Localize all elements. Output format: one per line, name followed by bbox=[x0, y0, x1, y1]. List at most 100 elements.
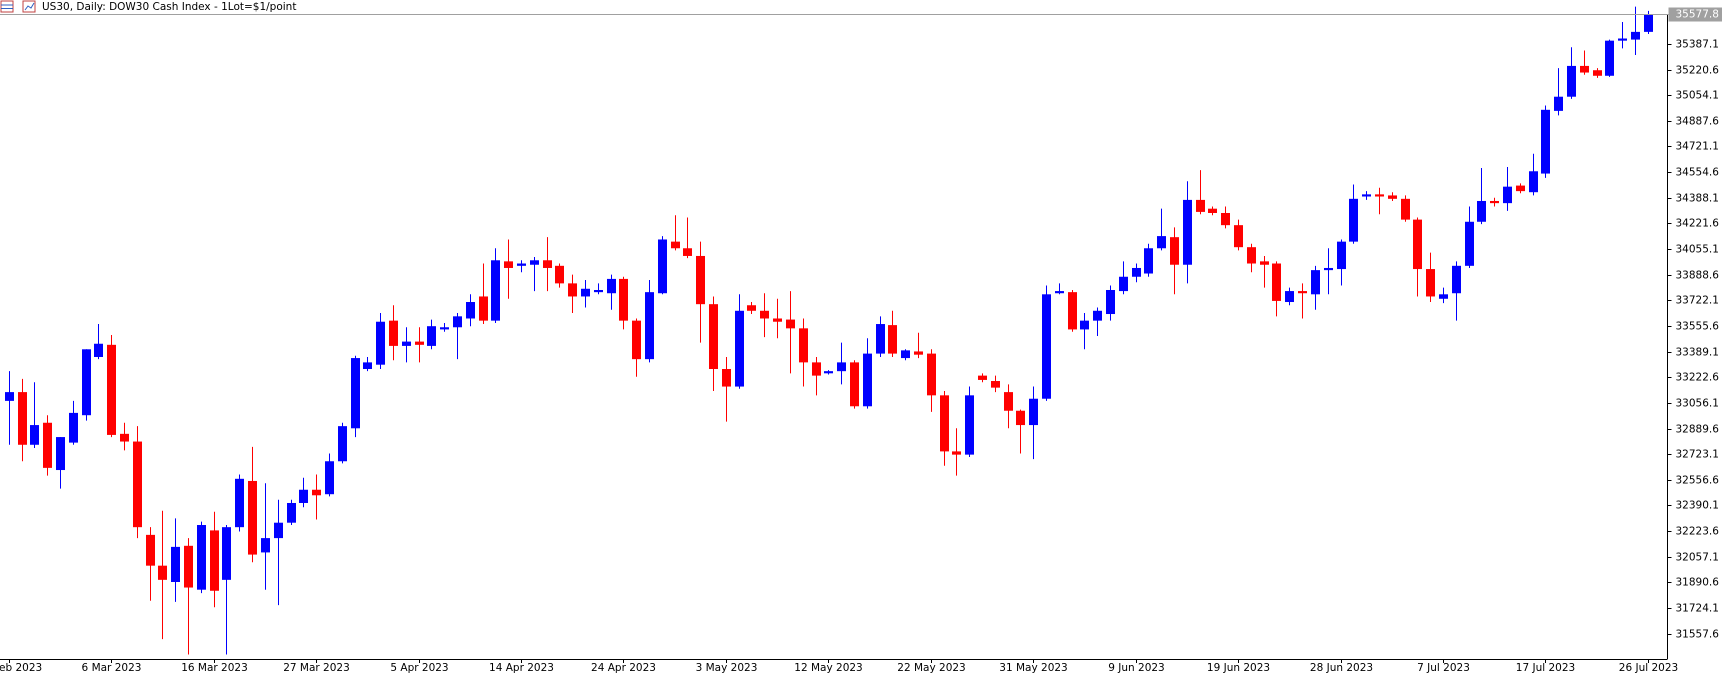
candle-body bbox=[1119, 276, 1128, 292]
candle-body bbox=[415, 341, 424, 345]
x-tick-label: 6 Mar 2023 bbox=[82, 662, 142, 674]
y-tick-label: 32057.1 bbox=[1676, 552, 1719, 564]
candle-body bbox=[1208, 208, 1217, 213]
candle-body bbox=[69, 412, 78, 443]
y-tick-label: 35054.1 bbox=[1676, 90, 1719, 102]
candle-body bbox=[1516, 185, 1525, 192]
candle-body bbox=[1260, 261, 1269, 265]
candle-body bbox=[786, 319, 795, 329]
candle-body bbox=[5, 392, 14, 401]
candle-body bbox=[222, 527, 231, 580]
candle-body bbox=[824, 371, 833, 374]
candle-body bbox=[952, 451, 961, 455]
x-tick-label: 3 May 2023 bbox=[696, 662, 758, 674]
candle-body bbox=[248, 480, 257, 555]
candle-body bbox=[1093, 310, 1102, 321]
header-icons bbox=[0, 0, 36, 13]
candle-body bbox=[799, 328, 808, 363]
candle-body bbox=[568, 283, 577, 297]
candle-body bbox=[1144, 248, 1153, 274]
candle-body bbox=[1503, 186, 1512, 204]
candle-body bbox=[517, 263, 526, 266]
y-tick-label: 34055.1 bbox=[1676, 244, 1719, 256]
y-tick-label: 35220.6 bbox=[1676, 65, 1720, 77]
icon-table bbox=[0, 0, 14, 13]
y-tick-label: 34221.6 bbox=[1676, 218, 1720, 230]
candle-body bbox=[338, 426, 347, 462]
candle-body bbox=[504, 261, 513, 268]
candle-body bbox=[94, 343, 103, 357]
x-tick-label: 9 Jun 2023 bbox=[1108, 662, 1164, 674]
candle-body bbox=[299, 489, 308, 503]
candle-body bbox=[453, 316, 462, 328]
y-tick-label: 33555.6 bbox=[1676, 321, 1720, 333]
candle-body bbox=[30, 425, 39, 445]
icon-chart-line bbox=[24, 2, 35, 11]
candle-body bbox=[1477, 200, 1486, 222]
candle-body bbox=[991, 381, 1000, 388]
candle-body bbox=[325, 461, 334, 495]
candle-body bbox=[1426, 269, 1435, 297]
candle-body bbox=[863, 353, 872, 407]
candle-body bbox=[927, 353, 936, 396]
candle-body bbox=[158, 565, 167, 580]
candle-body bbox=[363, 362, 372, 370]
y-tick-label: 32223.6 bbox=[1676, 526, 1720, 538]
x-tick-label: 24 Apr 2023 bbox=[591, 662, 656, 674]
candle-body bbox=[837, 362, 846, 372]
candle-body bbox=[1183, 199, 1192, 265]
candle-body bbox=[1465, 221, 1474, 266]
candle-body bbox=[812, 362, 821, 376]
candle-body bbox=[735, 310, 744, 387]
candle-body bbox=[18, 392, 27, 445]
x-tick-label: 7 Jul 2023 bbox=[1417, 662, 1470, 674]
candle-body bbox=[709, 304, 718, 370]
candle-body bbox=[274, 522, 283, 539]
candle-body bbox=[210, 530, 219, 591]
x-tick-label: 22 Feb 2023 bbox=[0, 662, 42, 674]
candle-body bbox=[1439, 294, 1448, 299]
x-tick-label: 17 Jul 2023 bbox=[1516, 662, 1575, 674]
candle-body bbox=[607, 278, 616, 294]
y-tick-label: 34388.1 bbox=[1676, 193, 1719, 205]
candle-body bbox=[1170, 237, 1179, 265]
candle-body bbox=[1196, 199, 1205, 212]
candle-body bbox=[876, 324, 885, 354]
candle-body bbox=[1401, 198, 1410, 220]
candle-body bbox=[1106, 289, 1115, 315]
candle-body bbox=[133, 441, 142, 528]
candle-body bbox=[1016, 410, 1025, 426]
candle-body bbox=[850, 362, 859, 407]
candle-body bbox=[1029, 398, 1038, 426]
candle-body bbox=[351, 358, 360, 429]
candle-body bbox=[1452, 265, 1461, 294]
candle-body bbox=[645, 292, 654, 360]
candle-body bbox=[965, 395, 974, 455]
y-tick-label: 31890.6 bbox=[1676, 577, 1720, 589]
candle-body bbox=[747, 305, 756, 311]
candle-body bbox=[632, 320, 641, 360]
candle-body bbox=[1042, 294, 1051, 399]
candle-body bbox=[1311, 270, 1320, 295]
candle-body bbox=[1337, 241, 1346, 270]
candle-body bbox=[978, 375, 987, 380]
candle-body bbox=[594, 289, 603, 293]
x-tick-label: 31 May 2023 bbox=[999, 662, 1067, 674]
candle-body bbox=[82, 349, 91, 416]
candle-body bbox=[1580, 65, 1589, 73]
x-tick-label: 26 Jul 2023 bbox=[1619, 662, 1678, 674]
candle-body bbox=[1004, 392, 1013, 411]
candle-body bbox=[940, 395, 949, 452]
y-tick-label: 33056.1 bbox=[1676, 398, 1719, 410]
candle-body bbox=[287, 502, 296, 523]
candle-body bbox=[1080, 320, 1089, 330]
candle-body bbox=[197, 525, 206, 590]
x-tick-label: 16 Mar 2023 bbox=[181, 662, 248, 674]
candle-body bbox=[760, 310, 769, 319]
y-tick-label: 31724.1 bbox=[1676, 603, 1719, 615]
candle-body bbox=[1593, 70, 1602, 76]
candle-body bbox=[1490, 200, 1499, 204]
candle-body bbox=[1375, 194, 1384, 197]
candle-body bbox=[235, 478, 244, 528]
